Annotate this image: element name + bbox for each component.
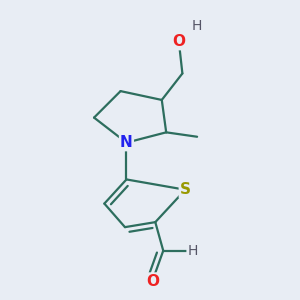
Text: H: H <box>192 19 202 33</box>
Text: O: O <box>172 34 185 49</box>
Text: S: S <box>180 182 191 197</box>
Text: H: H <box>188 244 198 258</box>
Text: O: O <box>146 274 159 289</box>
Text: N: N <box>120 135 133 150</box>
